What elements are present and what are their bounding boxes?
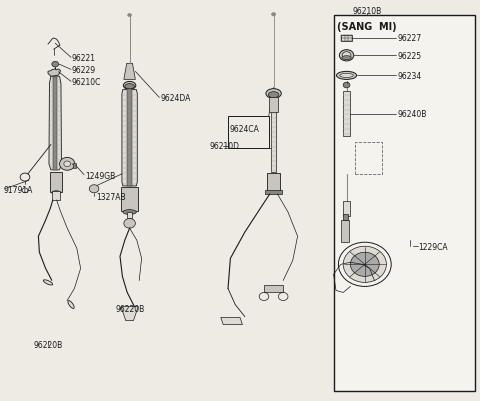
Circle shape (89, 185, 99, 193)
Bar (341, 221, 349, 243)
Bar (343, 92, 350, 136)
Circle shape (52, 62, 59, 68)
Polygon shape (221, 318, 242, 325)
Text: 96234: 96234 (397, 72, 422, 81)
Circle shape (128, 14, 132, 18)
Bar (127, 90, 132, 186)
Circle shape (343, 83, 350, 89)
Text: 96227: 96227 (397, 34, 421, 43)
Bar (73, 164, 76, 168)
Circle shape (343, 247, 386, 283)
Text: 96240B: 96240B (397, 110, 427, 119)
Circle shape (64, 162, 71, 167)
Bar (267, 173, 280, 192)
Circle shape (60, 158, 75, 171)
Ellipse shape (342, 57, 351, 61)
Text: 96229: 96229 (72, 66, 96, 75)
Ellipse shape (125, 85, 134, 89)
Ellipse shape (68, 301, 74, 309)
Text: 96210D: 96210D (210, 142, 240, 151)
Circle shape (272, 14, 276, 17)
Bar (264, 286, 283, 293)
Ellipse shape (342, 53, 351, 60)
Text: 96221: 96221 (72, 54, 96, 63)
Text: 1249GB: 1249GB (85, 171, 115, 180)
Text: 9624CA: 9624CA (229, 125, 259, 134)
Ellipse shape (336, 72, 357, 80)
Ellipse shape (123, 210, 136, 215)
Text: 1327AB: 1327AB (96, 193, 126, 202)
Text: 96220B: 96220B (115, 304, 144, 313)
Bar (269, 98, 278, 112)
Bar (343, 215, 348, 221)
Bar (343, 201, 350, 217)
Text: 91791A: 91791A (4, 186, 33, 194)
Ellipse shape (43, 280, 53, 286)
Bar (53, 78, 57, 170)
Text: 1229CA: 1229CA (419, 242, 448, 251)
Text: 96225: 96225 (397, 52, 421, 61)
Text: 96210C: 96210C (72, 78, 101, 87)
Bar (341, 36, 352, 42)
Polygon shape (121, 307, 138, 321)
Bar (127, 213, 132, 219)
Polygon shape (122, 90, 137, 186)
Circle shape (124, 219, 135, 229)
Polygon shape (49, 77, 61, 170)
Polygon shape (48, 70, 60, 77)
Ellipse shape (340, 74, 353, 78)
Bar (228, 116, 269, 148)
Text: 9624DA: 9624DA (160, 94, 191, 103)
Text: (SANG  MI): (SANG MI) (337, 22, 397, 32)
Ellipse shape (266, 89, 281, 99)
Ellipse shape (123, 82, 136, 90)
Text: 96210B: 96210B (353, 7, 382, 16)
Bar (265, 190, 282, 194)
Ellipse shape (52, 191, 60, 195)
Circle shape (350, 253, 379, 277)
Bar (121, 188, 138, 212)
Bar (271, 112, 276, 172)
Bar (50, 172, 62, 192)
Ellipse shape (338, 243, 391, 287)
Polygon shape (124, 64, 135, 80)
Bar (334, 16, 475, 391)
Text: 96220B: 96220B (34, 340, 63, 349)
Bar (355, 142, 382, 174)
Ellipse shape (268, 93, 279, 98)
Ellipse shape (339, 51, 354, 62)
Bar (52, 192, 60, 200)
